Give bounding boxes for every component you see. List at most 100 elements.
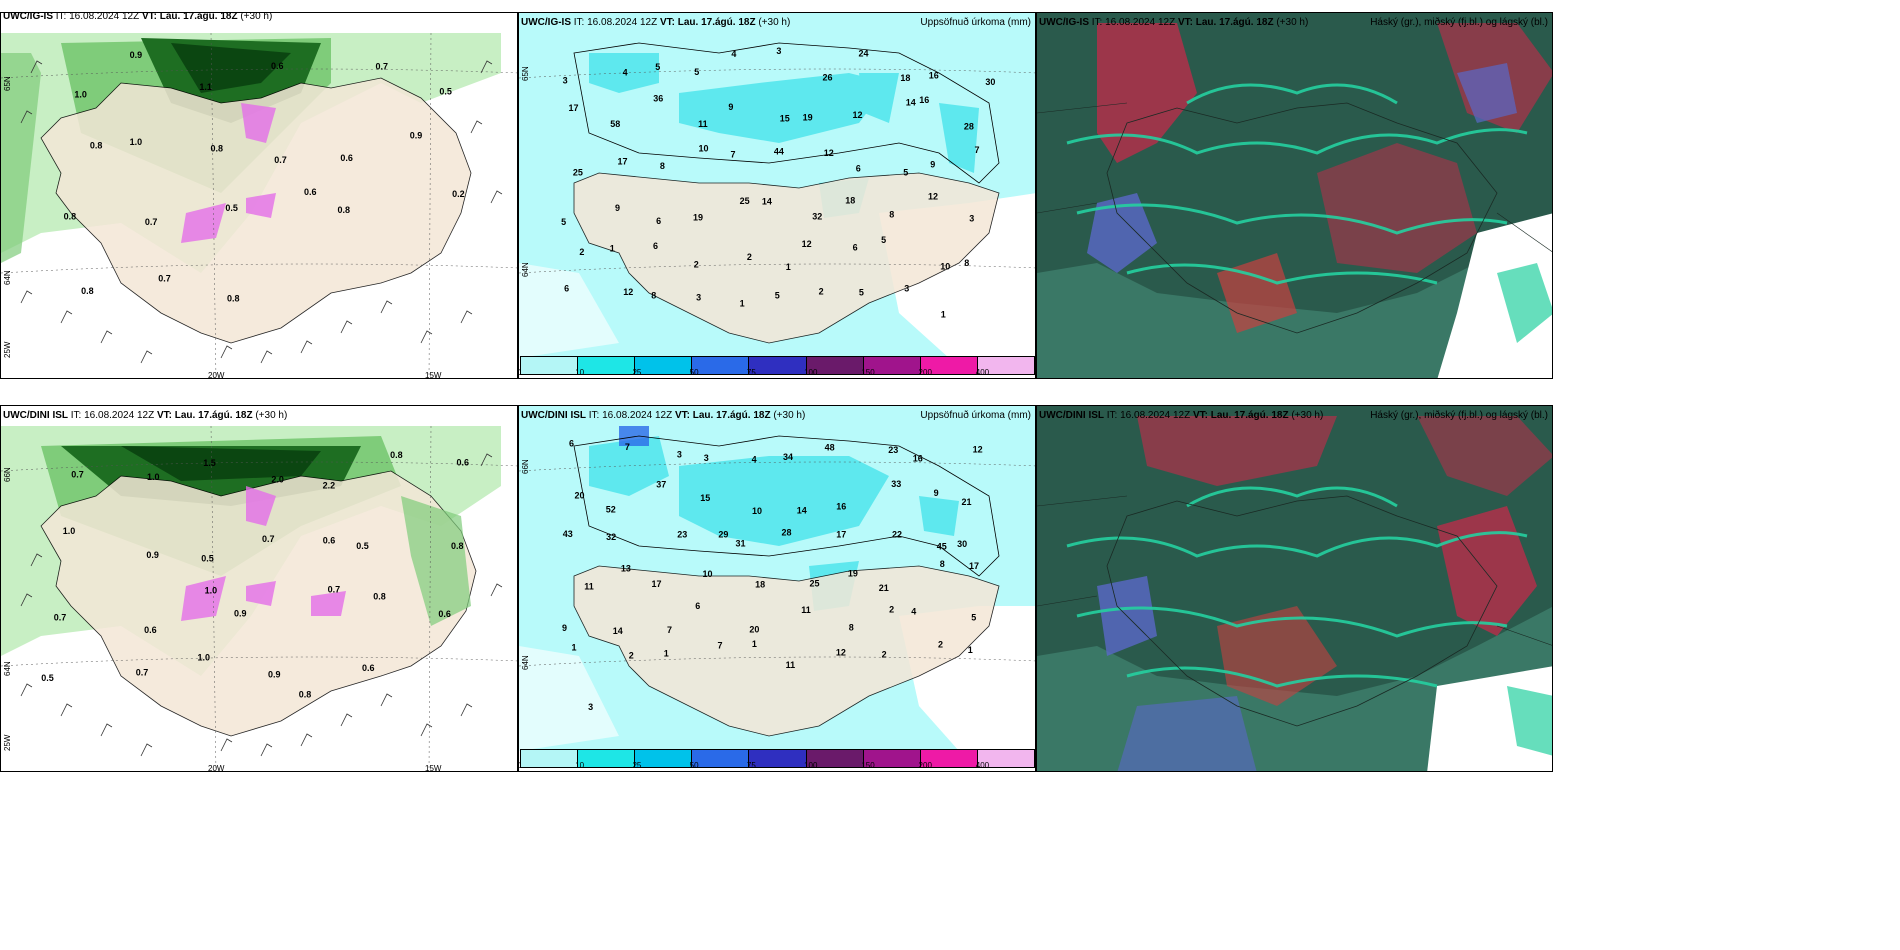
panel-variable-title: Uppsöfnuð úrkoma (mm) xyxy=(920,410,1031,421)
value-label: 2 xyxy=(579,247,584,257)
value-label: 0.6 xyxy=(340,153,353,163)
value-label: 0.8 xyxy=(338,205,351,215)
value-label: 14 xyxy=(906,97,916,107)
value-label: 11 xyxy=(584,582,594,592)
value-label: 1.0 xyxy=(130,137,143,147)
value-label: 12 xyxy=(824,148,834,158)
value-label: 0.9 xyxy=(268,670,281,680)
value-label: 11 xyxy=(698,119,708,129)
colorbar-segment xyxy=(977,357,1034,374)
colorbar-label: 1 xyxy=(518,368,523,377)
value-label: 48 xyxy=(825,443,835,453)
value-label: 0.7 xyxy=(71,469,84,479)
value-label: 6 xyxy=(856,164,861,174)
value-label: 2 xyxy=(747,252,752,262)
colorbar-label: 10 xyxy=(575,761,585,770)
panel-top-middle: 3 4 5 5 4 3 26 24 18 16 30 17 58 36 11 9 15 19 12 14 16 28 25 1… xyxy=(518,12,1036,379)
value-label: 4 xyxy=(911,606,916,616)
value-label: 28 xyxy=(782,528,792,538)
value-label: 17 xyxy=(618,157,628,167)
value-label: 0.6 xyxy=(323,536,336,546)
value-label: 1.1 xyxy=(199,82,212,92)
value-label: 21 xyxy=(962,497,972,507)
value-label: 23 xyxy=(677,529,687,539)
value-label: 14 xyxy=(797,506,807,516)
value-label: 10 xyxy=(703,569,713,579)
panel-header: UWC/DINI ISL IT: 16.08.2024 12Z VT: Lau.… xyxy=(1039,410,1323,422)
colorbar-label: 10 xyxy=(575,368,585,377)
colorbar-labels: 1 10 25 50 75 100 150 200 400 xyxy=(518,368,1035,378)
colorbar-segment xyxy=(749,357,807,374)
value-label: 10 xyxy=(752,506,762,516)
panel-top-left: 1.0 0.9 1.1 0.6 0.7 0.5 0.8 1.0 0.8 0.7 0.6 0.9 0.8 0… xyxy=(0,12,518,379)
value-label: 1 xyxy=(610,244,615,254)
value-label: 16 xyxy=(929,71,939,81)
value-label: 1.0 xyxy=(74,89,87,99)
value-label: 9 xyxy=(934,488,939,498)
value-label: 23 xyxy=(888,445,898,455)
value-label: 9 xyxy=(930,160,935,170)
colorbar-segment xyxy=(806,750,864,767)
value-label: 3 xyxy=(776,46,781,56)
colorbar-label: 75 xyxy=(746,368,756,377)
value-label: 6 xyxy=(564,284,569,294)
valid-time: VT: Lau. 17.ágú. 18Z xyxy=(156,410,253,421)
lat-label: 65N xyxy=(3,76,12,91)
value-label: 0.8 xyxy=(373,592,386,602)
init-time: IT: 16.08.2024 12Z xyxy=(588,410,673,421)
colorbar-segment xyxy=(920,750,978,767)
lon-label: 20W xyxy=(208,371,225,379)
value-label: 0.8 xyxy=(299,689,312,699)
value-label: 6 xyxy=(653,241,658,251)
value-label: 31 xyxy=(736,538,746,548)
value-label: 0.7 xyxy=(158,273,171,283)
colorbar-segment xyxy=(692,750,750,767)
lat-label: 66N xyxy=(521,459,530,474)
value-label: 22 xyxy=(892,529,902,539)
value-label: 13 xyxy=(621,564,631,574)
colorbar-label: 400 xyxy=(975,368,990,377)
value-label: 4 xyxy=(731,49,736,59)
value-label: 2.2 xyxy=(323,481,336,491)
value-label: 0.8 xyxy=(90,140,103,150)
value-label: 7 xyxy=(667,625,672,635)
lead-time: (+30 h) xyxy=(255,410,288,421)
value-label: 0.7 xyxy=(274,155,287,165)
value-label: 10 xyxy=(699,143,709,153)
value-label: 0.2 xyxy=(452,189,465,199)
colorbar-label: 50 xyxy=(689,761,699,770)
value-label: 8 xyxy=(849,623,854,633)
cloud-map xyxy=(1037,406,1552,771)
value-label: 30 xyxy=(985,77,995,87)
value-labels: 0.7 1.0 1.5 2.0 2.2 0.8 0.6 1.0 0.9 0.5 0.7 0.6 0.5 0… xyxy=(41,450,469,699)
value-label: 7 xyxy=(718,640,723,650)
colorbar-label: 200 xyxy=(918,761,932,770)
colorbar-segment xyxy=(521,357,579,374)
lead-time: (+30 h) xyxy=(1276,17,1309,28)
value-label: 3 xyxy=(588,702,593,712)
iceland-outline xyxy=(573,172,1000,344)
value-label: 32 xyxy=(606,532,616,542)
value-label: 0.6 xyxy=(271,61,284,71)
panel-bottom-right: UWC/DINI ISL IT: 16.08.2024 12Z VT: Lau.… xyxy=(1036,405,1553,772)
lat-label: 64N xyxy=(521,262,530,277)
colorbar-labels: 1 10 25 50 75 100 150 200 400 xyxy=(519,761,1035,771)
value-label: 11 xyxy=(786,660,796,670)
value-label: 12 xyxy=(802,239,812,249)
model-name: UWC/IG-IS xyxy=(521,17,571,28)
value-label: 10 xyxy=(940,262,950,272)
lat-label: 25W xyxy=(3,734,12,751)
value-label: 5 xyxy=(694,67,699,77)
value-label: 0.9 xyxy=(146,550,159,560)
value-labels: 1.0 0.9 1.1 0.6 0.7 0.5 0.8 1.0 0.8 0.7 0.6 0.9 0.8 0… xyxy=(64,50,465,304)
value-label: 8 xyxy=(964,258,969,268)
value-label: 0.8 xyxy=(81,286,94,296)
value-label: 0.9 xyxy=(410,131,423,141)
value-label: 0.7 xyxy=(54,613,67,623)
value-label: 9 xyxy=(615,203,620,213)
value-label: 1.0 xyxy=(147,472,160,482)
value-label: 19 xyxy=(848,568,858,578)
value-label: 0.7 xyxy=(328,584,341,594)
value-label: 2 xyxy=(882,649,887,659)
